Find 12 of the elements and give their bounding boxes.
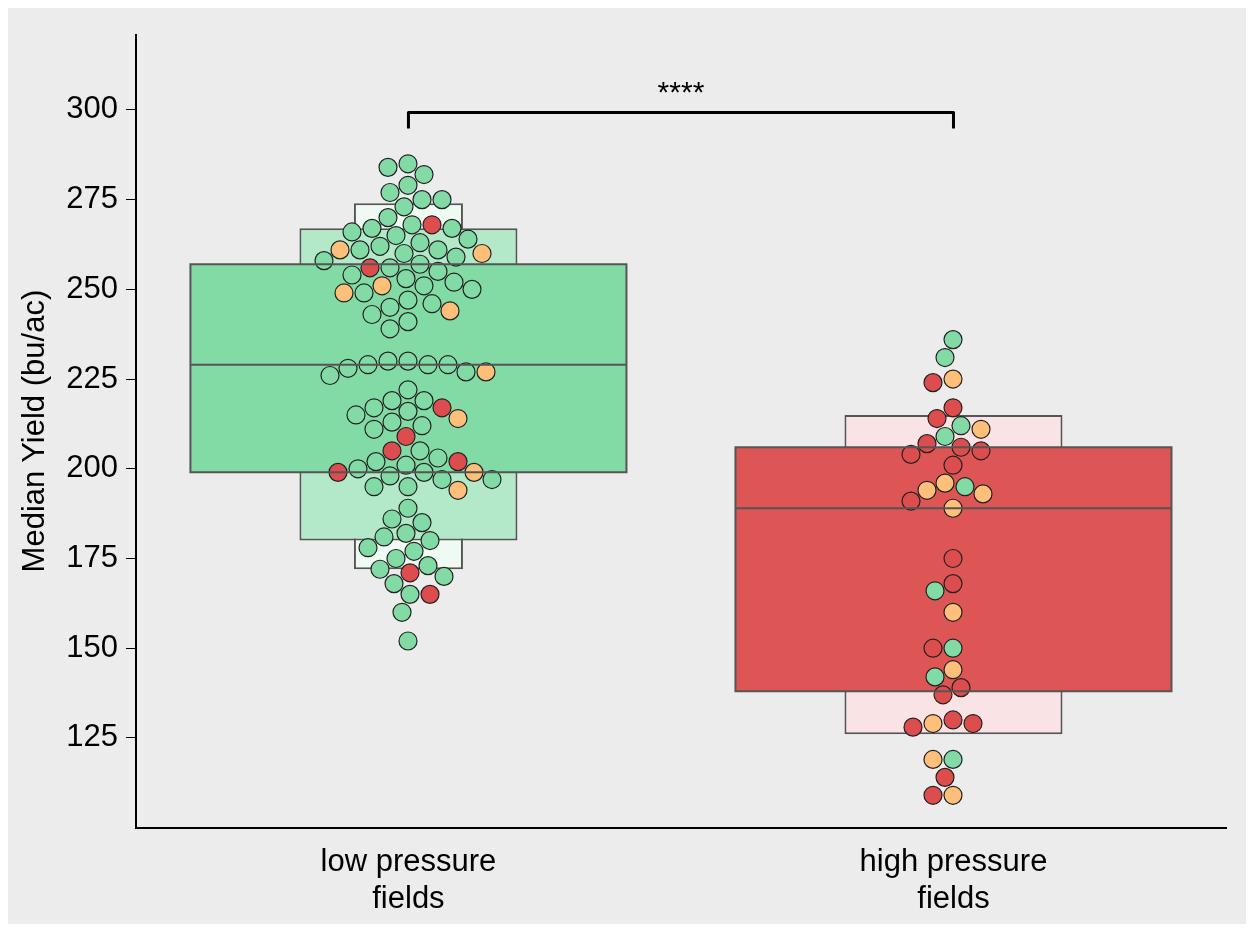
y-tick-label: 200	[66, 449, 118, 485]
y-tick-label: 225	[66, 359, 118, 395]
y-tick-label: 275	[66, 180, 118, 216]
y-tick-label: 150	[66, 628, 118, 664]
x-tick-label: high pressure fields	[859, 842, 1048, 915]
y-tick-label: 300	[66, 90, 118, 126]
y-tick-label: 125	[66, 718, 118, 754]
x-tick-label: low pressure fields	[320, 842, 497, 915]
y-tick-label: 250	[66, 269, 118, 305]
annotation: ****	[657, 74, 705, 108]
y-tick-label: 175	[66, 539, 118, 575]
y-axis-title: Median Yield (bu/ac)	[16, 289, 52, 573]
